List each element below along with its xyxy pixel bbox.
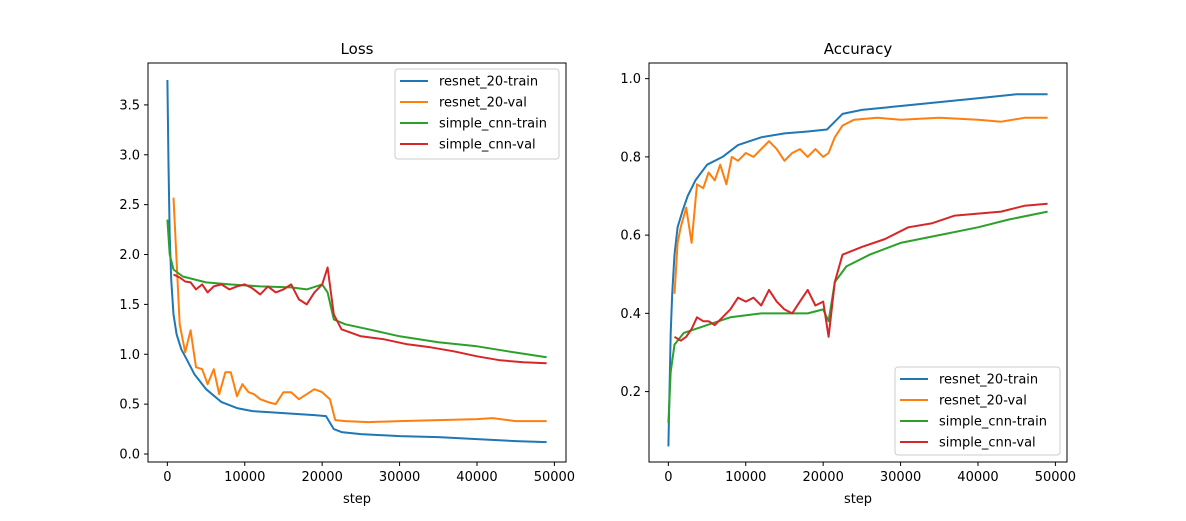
loss-series-group xyxy=(166,79,547,444)
accuracy-x-tick-label: 40000 xyxy=(957,470,998,485)
accuracy-y-tick-label: 0.2 xyxy=(620,385,641,400)
accuracy-legend: resnet_20-train resnet_20-val simple_cnn-t… xyxy=(894,366,1061,456)
loss-y-tick-label: 1.0 xyxy=(119,348,140,363)
loss-y-tick-label: 2.5 xyxy=(119,198,140,213)
accuracy-series-group xyxy=(667,93,1048,447)
loss-legend-label: resnet_20-train xyxy=(439,75,538,90)
accuracy-legend-label: resnet_20-train xyxy=(939,373,1038,388)
accuracy-legend-label: resnet_20-val xyxy=(939,394,1027,409)
loss-legend: resnet_20-train resnet_20-val simple_cnn-t… xyxy=(394,68,560,160)
loss-y-tick-label: 0.5 xyxy=(119,398,140,413)
accuracy-legend-label: simple_cnn-val xyxy=(939,436,1036,451)
accuracy-series-line-resnet_20-train xyxy=(667,93,1048,447)
loss-x-tick-label: 30000 xyxy=(379,470,420,485)
loss-x-tick-label: 40000 xyxy=(456,470,497,485)
accuracy-x-tick-label: 0 xyxy=(664,470,672,485)
accuracy-legend-label: simple_cnn-train xyxy=(939,415,1047,430)
accuracy-y-tick-label: 1.0 xyxy=(620,72,641,87)
loss-axes-frame xyxy=(147,62,567,463)
accuracy-x-tick-label: 30000 xyxy=(880,470,921,485)
accuracy-y-tick-label: 0.6 xyxy=(620,229,641,244)
loss-legend-label: resnet_20-val xyxy=(439,96,527,111)
accuracy-y-tick-label: 0.4 xyxy=(620,307,641,322)
loss-legend-label: simple_cnn-train xyxy=(439,117,547,132)
accuracy-x-tick-label: 10000 xyxy=(725,470,766,485)
accuracy-chart-title: Accuracy xyxy=(824,40,893,58)
loss-x-axis-label: step xyxy=(343,492,371,507)
loss-series-line-resnet_20-val xyxy=(172,197,547,424)
loss-chart: Loss 0 10000 20000 30000 40000 50000 0.0 0.5 1.0… xyxy=(119,40,575,507)
loss-x-tick-label: 0 xyxy=(163,470,171,485)
loss-ticks: 0 10000 20000 30000 40000 50000 0.0 0.5 1.0 1.5 2.… xyxy=(119,98,575,485)
loss-x-tick-label: 50000 xyxy=(534,470,575,485)
accuracy-x-tick-label: 20000 xyxy=(802,470,843,485)
accuracy-x-tick-label: 50000 xyxy=(1035,470,1076,485)
loss-x-tick-label: 20000 xyxy=(301,470,342,485)
accuracy-series-line-simple_cnn-train xyxy=(667,210,1048,423)
loss-y-tick-label: 2.0 xyxy=(119,248,140,263)
loss-y-tick-label: 0.0 xyxy=(119,448,140,463)
accuracy-y-tick-label: 0.8 xyxy=(620,150,641,165)
loss-y-tick-label: 3.0 xyxy=(119,148,140,163)
accuracy-series-line-simple_cnn-val xyxy=(673,202,1048,342)
accuracy-ticks: 0 10000 20000 30000 40000 50000 0.2 0.4 0.6 0.8 1.… xyxy=(620,72,1076,485)
loss-legend-label: simple_cnn-val xyxy=(439,138,536,153)
loss-series-line-simple_cnn-val xyxy=(173,266,547,365)
accuracy-series-line-resnet_20-val xyxy=(673,116,1048,294)
loss-x-tick-label: 10000 xyxy=(224,470,265,485)
loss-chart-title: Loss xyxy=(341,40,374,58)
loss-y-tick-label: 3.5 xyxy=(119,98,140,113)
accuracy-x-axis-label: step xyxy=(844,492,872,507)
accuracy-axes-frame xyxy=(648,62,1068,463)
loss-legend-box xyxy=(394,68,560,160)
accuracy-chart: Accuracy 0 10000 20000 30000 40000 50000 0.2 0.… xyxy=(620,40,1076,507)
accuracy-legend-box xyxy=(894,366,1061,456)
loss-y-tick-label: 1.5 xyxy=(119,298,140,313)
loss-series-line-resnet_20-train xyxy=(166,79,547,444)
